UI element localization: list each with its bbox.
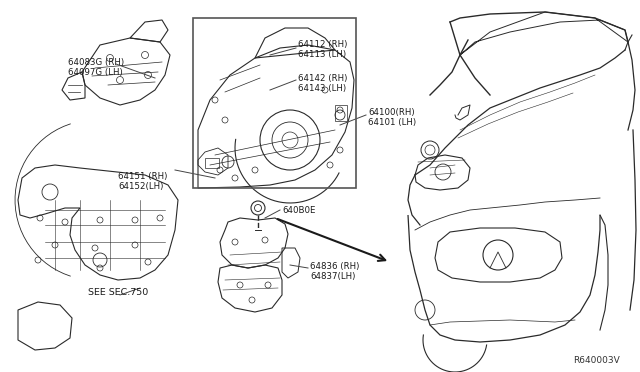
- Text: 64151 (RH): 64151 (RH): [118, 172, 168, 181]
- Text: SEE SEC.750: SEE SEC.750: [88, 288, 148, 297]
- Text: 64113 (LH): 64113 (LH): [298, 50, 346, 59]
- Text: 64101 (LH): 64101 (LH): [368, 118, 416, 127]
- Text: 64836 (RH): 64836 (RH): [310, 262, 360, 271]
- Text: 64142 (RH): 64142 (RH): [298, 74, 348, 83]
- Text: 640B0E: 640B0E: [282, 206, 316, 215]
- Bar: [193, 18, 356, 188]
- Text: 64097G (LH): 64097G (LH): [68, 68, 123, 77]
- Text: 64083G (RH): 64083G (RH): [68, 58, 124, 67]
- Bar: [335, 105, 347, 121]
- Text: 64112 (RH): 64112 (RH): [298, 40, 348, 49]
- Text: 64152(LH): 64152(LH): [118, 182, 163, 191]
- Text: 64837(LH): 64837(LH): [310, 272, 355, 281]
- Bar: [205, 158, 219, 168]
- Text: R640003V: R640003V: [573, 356, 620, 365]
- Text: 64143 (LH): 64143 (LH): [298, 84, 346, 93]
- Text: 64100(RH): 64100(RH): [368, 108, 415, 117]
